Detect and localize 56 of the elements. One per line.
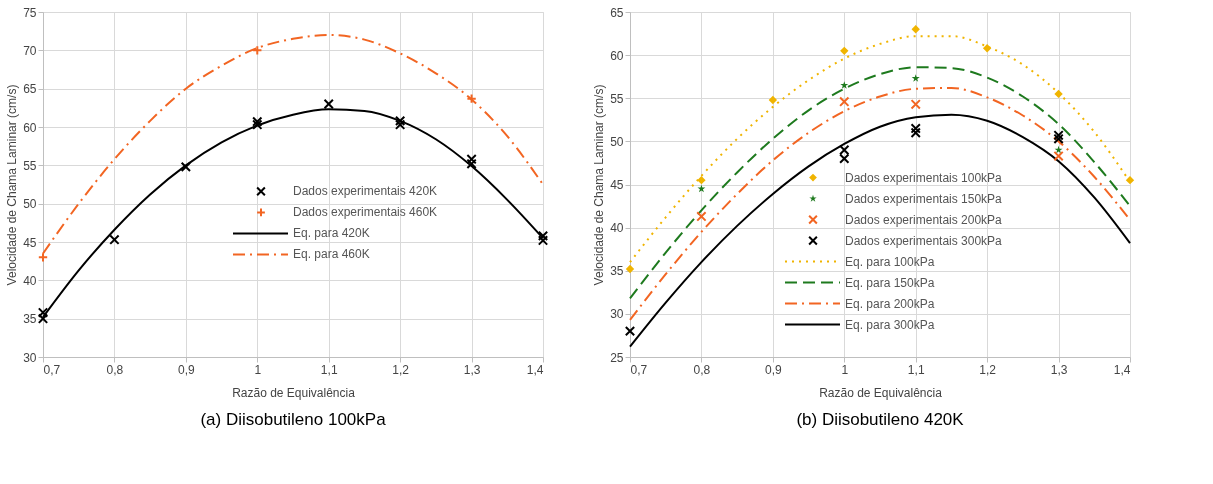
- y-tick-label: 55: [610, 91, 624, 106]
- y-tick-label: 65: [610, 5, 624, 20]
- x-axis-title: Razão de Equivalência: [232, 385, 356, 400]
- y-tick-label: 70: [23, 43, 37, 58]
- x-tick-label: 1,1: [907, 362, 925, 377]
- legend-label: Eq. para 150kPa: [845, 275, 935, 290]
- y-axis-title: Velocidade de Chama Laminar (cm/s): [592, 84, 607, 286]
- y-tick-label: 40: [610, 221, 624, 236]
- y-tick-label: 60: [23, 120, 37, 135]
- x-tick-label: 1,4: [526, 362, 544, 377]
- x-tick-label: 0,7: [630, 362, 648, 377]
- y-tick-label: 50: [610, 134, 624, 149]
- y-axis-title: Velocidade de Chama Laminar (cm/s): [5, 84, 20, 286]
- x-tick-label: 1,4: [1113, 362, 1131, 377]
- y-tick-label: 30: [23, 350, 37, 365]
- legend-label: Dados experimentais 300kPa: [845, 233, 1003, 248]
- y-tick-label: 45: [610, 178, 624, 192]
- x-tick-label: 0,8: [106, 362, 124, 377]
- text: (b) Diisobutileno 420K: [796, 410, 965, 429]
- y-tick-label: 30: [610, 307, 624, 322]
- y-tick-label: 35: [610, 264, 624, 279]
- y-tick-label: 75: [23, 5, 37, 20]
- y-tick-label: 45: [23, 235, 37, 250]
- x-axis-title: Razão de Equivalência: [819, 385, 943, 400]
- legend-label: Dados experimentais 100kPa: [845, 170, 1003, 185]
- x-tick-label: 0,9: [765, 362, 783, 377]
- y-tick-label: 65: [23, 82, 37, 97]
- x-tick-label: 1,3: [1050, 362, 1068, 377]
- y-tick-label: 35: [23, 312, 37, 327]
- x-tick-label: 1,2: [979, 362, 997, 377]
- x-tick-label: 0,7: [43, 362, 61, 377]
- legend-label: Dados experimentais 200kPa: [845, 212, 1003, 227]
- line-series: [629, 86, 1131, 321]
- legend-label: Eq. para 100kPa: [845, 254, 935, 269]
- x-tick-label: 1,3: [463, 362, 481, 377]
- y-tick-label: 40: [23, 273, 37, 288]
- x-tick-label: 1,1: [320, 362, 338, 377]
- legend-label: Dados experimentais 420K: [293, 184, 438, 199]
- y-tick-label: 25: [610, 350, 624, 365]
- legend-label: Dados experimentais 460K: [293, 205, 438, 220]
- x-tick-label: 1: [254, 362, 262, 377]
- y-tick-label: 50: [23, 197, 37, 212]
- legend-label: Eq. para 200kPa: [845, 296, 935, 311]
- legend-label: Eq. para 420K: [293, 226, 370, 241]
- x-tick-label: 0,8: [693, 362, 711, 377]
- text: (a) Diisobutileno 100kPa: [200, 410, 387, 429]
- line-series: [629, 66, 1131, 300]
- legend-label: Eq. para 460K: [293, 247, 370, 262]
- y-tick-label: 55: [23, 158, 37, 173]
- x-tick-label: 1: [841, 362, 849, 377]
- legend-label: Dados experimentais 150kPa: [845, 191, 1003, 206]
- x-tick-label: 0,9: [178, 362, 196, 377]
- line-series: [629, 113, 1131, 348]
- x-tick-label: 1,2: [392, 362, 410, 377]
- legend-label: Eq. para 300kPa: [845, 317, 935, 332]
- y-tick-label: 60: [610, 48, 624, 63]
